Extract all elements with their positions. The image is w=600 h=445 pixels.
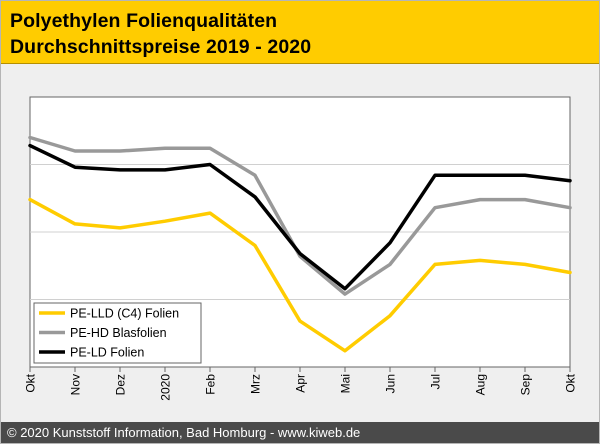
gridlines [30,164,570,300]
series-line [28,143,572,291]
x-axis-labels: Okt Nov Dez 2020 Feb Mrz Apr Mai Jun Jul Aug Sep Okt [24,373,578,400]
x-tick-label: 2020 [159,374,173,401]
x-tick-label: Okt [24,373,38,392]
x-tick-label: Sep [519,374,533,396]
x-tick-label: Nov [69,374,83,395]
x-tick-label: Jun [384,374,398,393]
series-line [28,135,572,296]
x-tick-label: Mrz [249,374,263,394]
series-lines [28,135,572,353]
copyright-text: © 2020 Kunststoff Information, Bad Hombu… [7,425,361,440]
x-tick-label: Mai [339,374,353,393]
x-tick-label: Okt [564,373,578,392]
legend-label: PE-LD Folien [70,346,144,360]
title-banner: Polyethylen Folienqualitäten Durchschnit… [1,1,599,64]
x-axis-ticks [29,367,571,372]
legend-label: PE-HD Blasfolien [70,326,167,340]
x-tick-label: Dez [114,374,128,395]
chart-title-line1: Polyethylen Folienqualitäten [10,10,278,32]
legend: PE-LLD (C4) Folien PE-HD Blasfolien PE-LD … [33,302,202,364]
legend-label: PE-LLD (C4) Folien [70,307,179,321]
x-tick-label: Jul [429,374,443,389]
x-tick-label: Apr [294,374,308,393]
footer-bar: © 2020 Kunststoff Information, Bad Hombu… [1,422,599,443]
x-tick-label: Aug [474,374,488,395]
chart-title-line2: Durchschnittspreise 2019 - 2020 [10,36,312,58]
x-tick-label: Feb [204,374,218,395]
series-line [28,197,572,353]
